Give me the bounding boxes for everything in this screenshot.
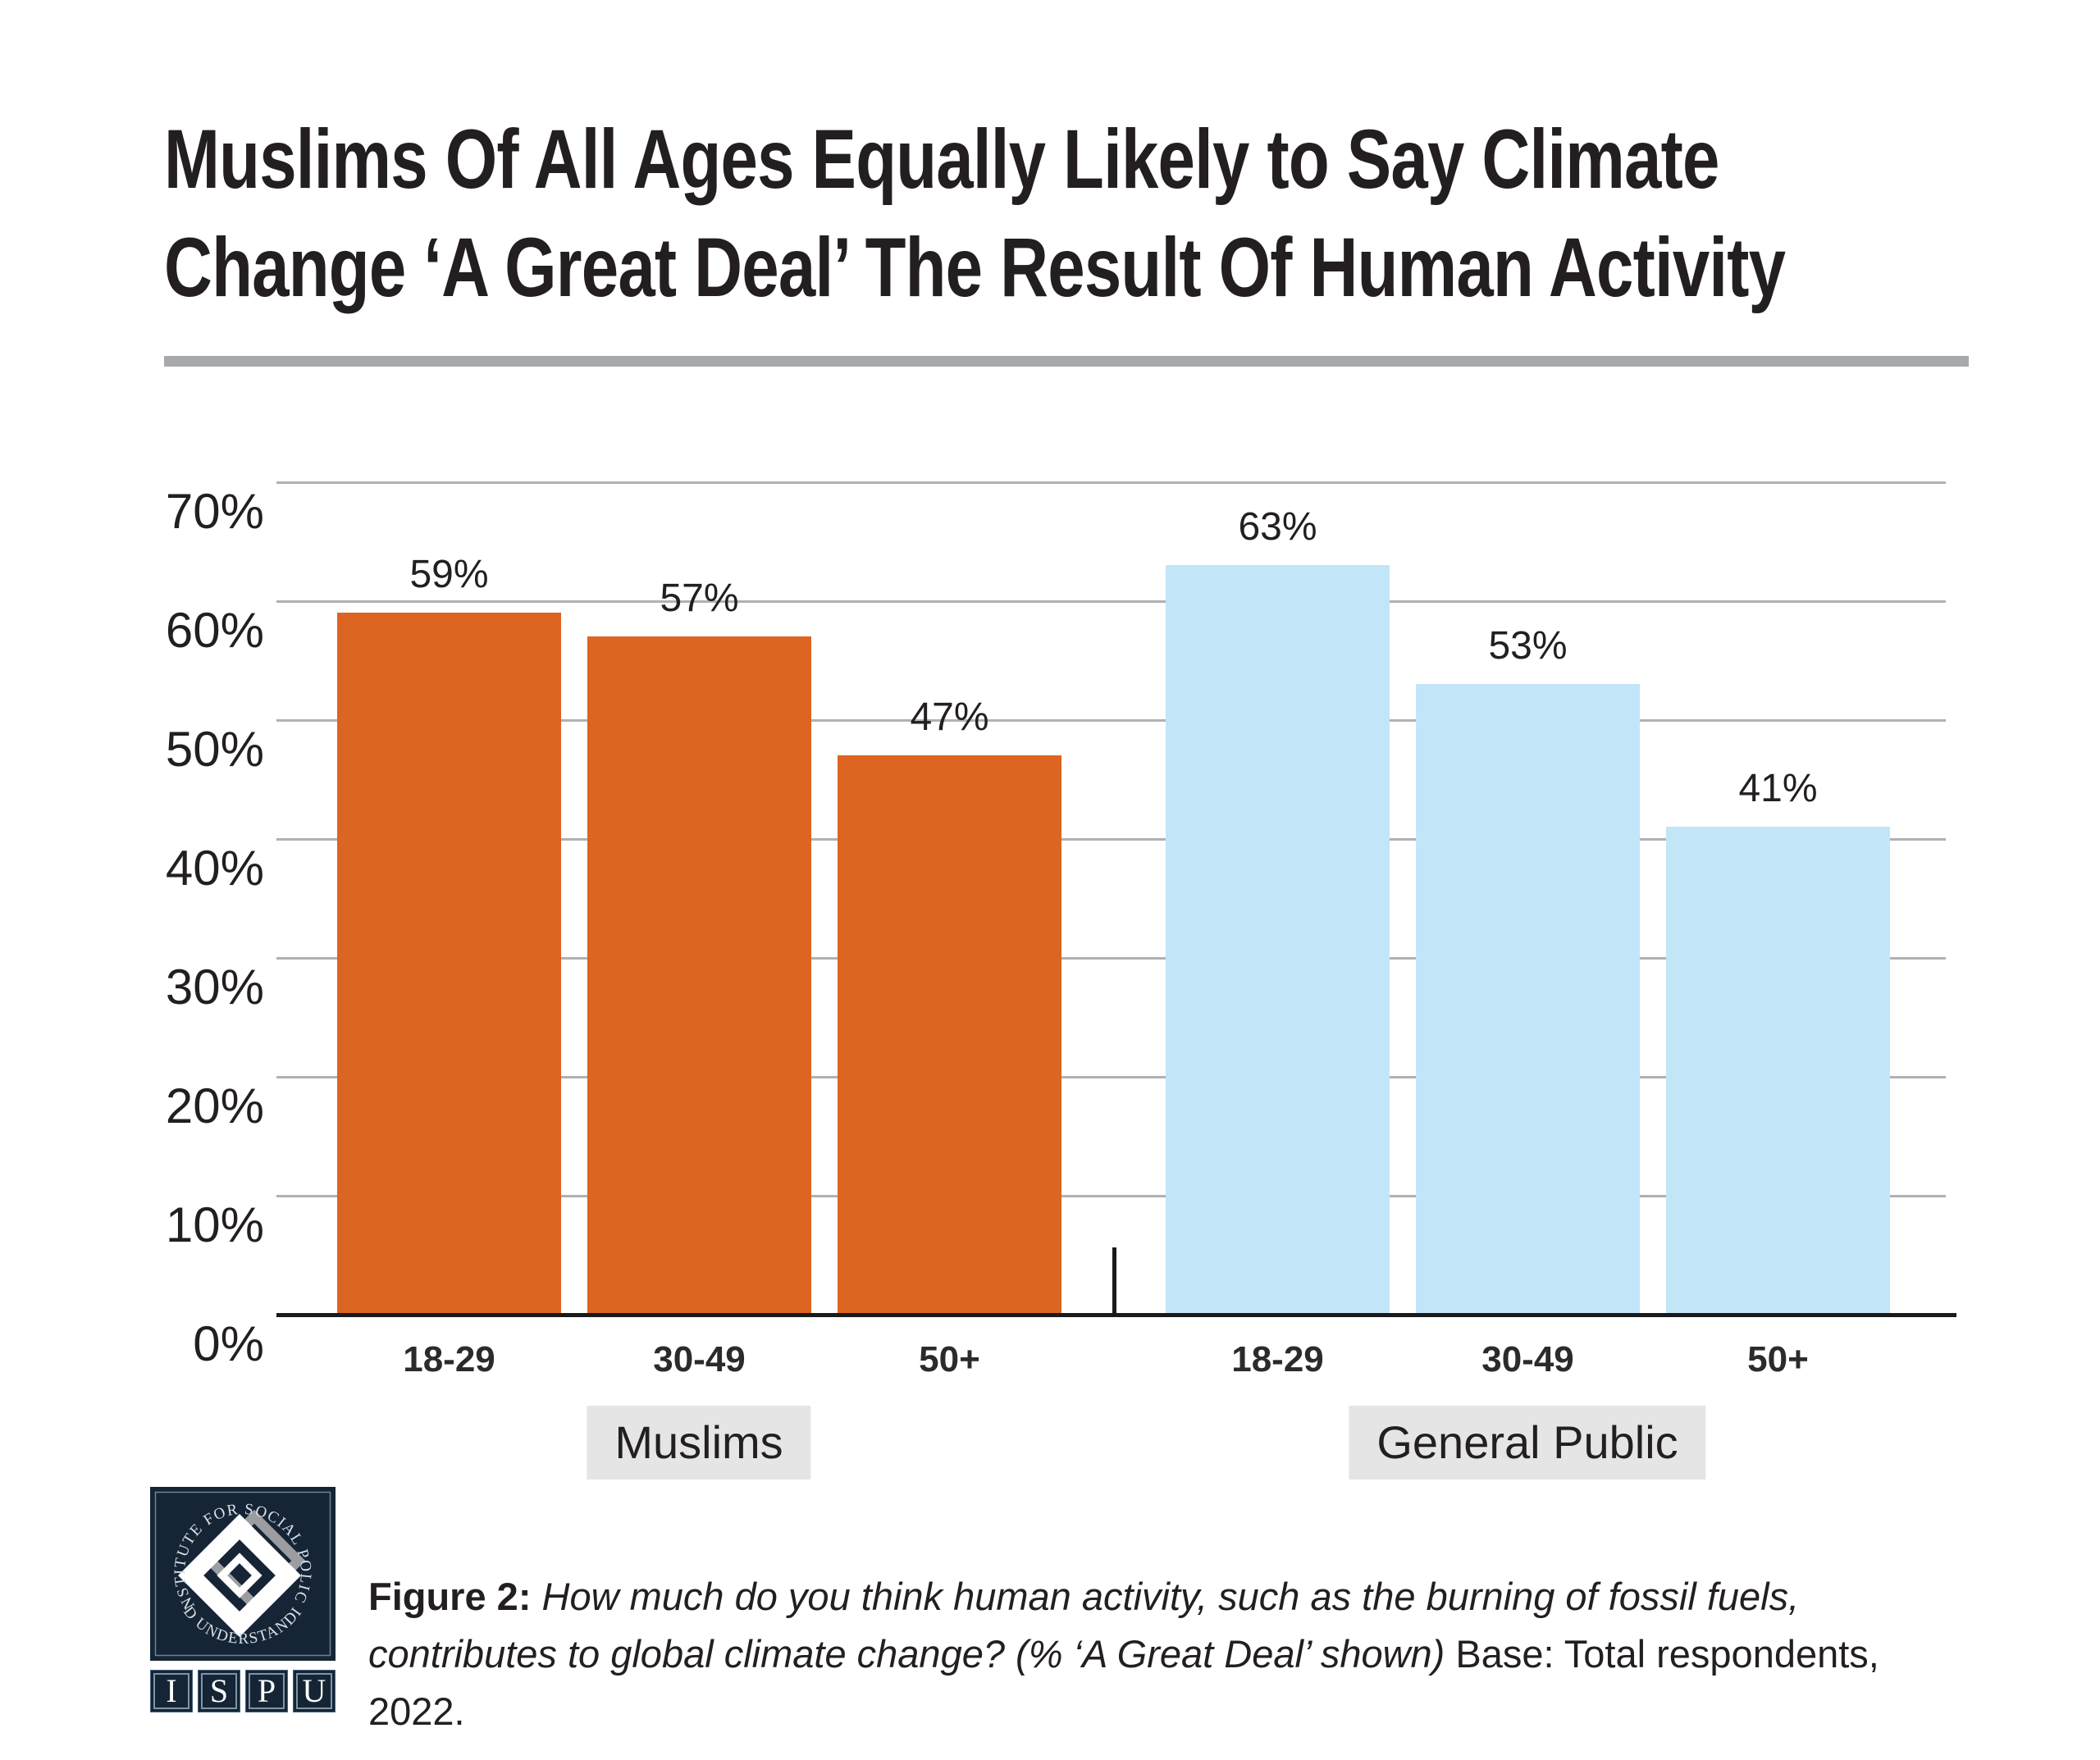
gridline-60 (276, 600, 1946, 603)
bar-general-public-18-29 (1166, 565, 1390, 1315)
gridline-30 (276, 957, 1946, 960)
x-axis-label-general-public-30-49: 30-49 (1481, 1339, 1574, 1379)
ispu-letter-box-s: S (198, 1670, 240, 1712)
value-label-muslims-50-plus: 47% (910, 695, 989, 739)
figure-caption: Figure 2: How much do you think human ac… (368, 1568, 1927, 1740)
ispu-logo-seal: INSTITUTE FOR SOCIAL POLICY AND UNDERSTA… (144, 1474, 336, 1661)
page-title: Muslims Of All Ages Equally Likely to Sa… (164, 105, 1786, 321)
caption-base: Base: Total respondents, 2022. (368, 1632, 1879, 1733)
y-axis-label-50: 50% (165, 722, 264, 777)
group-divider-tick (1112, 1247, 1116, 1315)
x-axis-line (276, 1313, 1956, 1317)
bar-muslims-30-49 (587, 636, 811, 1315)
gridline-20 (276, 1076, 1946, 1078)
y-axis-label-10: 10% (165, 1197, 264, 1252)
gridline-50 (276, 719, 1946, 722)
caption-question: How much do you think human activity, su… (368, 1575, 1800, 1676)
y-axis-label-70: 70% (165, 484, 264, 539)
value-label-general-public-30-49: 53% (1488, 624, 1568, 668)
y-axis-label-60: 60% (165, 603, 264, 658)
ispu-letter-box-u: U (293, 1670, 336, 1712)
gridline-70 (276, 481, 1946, 484)
value-label-muslims-30-49: 57% (660, 577, 739, 620)
ispu-logo: INSTITUTE FOR SOCIAL POLICY AND UNDERSTA… (144, 1474, 336, 1712)
bar-general-public-50-plus (1666, 827, 1890, 1315)
page-title-line1: Muslims Of All Ages Equally Likely to Sa… (164, 112, 1719, 206)
value-label-general-public-50-plus: 41% (1738, 767, 1818, 810)
value-label-general-public-18-29: 63% (1238, 505, 1317, 549)
x-axis-label-general-public-50-plus: 50+ (1747, 1339, 1809, 1379)
value-label-muslims-18-29: 59% (409, 553, 489, 596)
group-label-muslims: Muslims (587, 1406, 811, 1480)
ispu-letter-box-p: P (245, 1670, 288, 1712)
page-title-line2: Change ‘A Great Deal’ The Result Of Huma… (164, 221, 1786, 314)
x-axis-label-general-public-18-29: 18-29 (1231, 1339, 1324, 1379)
caption-figure-label: Figure 2: (368, 1575, 532, 1618)
x-axis-label-muslims-18-29: 18-29 (403, 1339, 495, 1379)
title-divider-rule (164, 356, 1969, 367)
x-axis-label-muslims-30-49: 30-49 (653, 1339, 746, 1379)
y-axis-label-40: 40% (165, 841, 264, 896)
gridline-40 (276, 838, 1946, 841)
x-axis-label-muslims-50-plus: 50+ (919, 1339, 980, 1379)
gridline-10 (276, 1195, 1946, 1197)
y-axis-label-20: 20% (165, 1078, 264, 1133)
bar-general-public-30-49 (1416, 684, 1640, 1315)
y-axis-label-0: 0% (193, 1316, 264, 1371)
logo-diamond (178, 1509, 306, 1637)
bar-muslims-18-29 (337, 613, 561, 1315)
group-label-general-public: General Public (1349, 1406, 1706, 1480)
bar-muslims-50-plus (838, 755, 1061, 1315)
y-axis-label-30: 30% (165, 960, 264, 1015)
ispu-letter-box-i: I (150, 1670, 193, 1712)
